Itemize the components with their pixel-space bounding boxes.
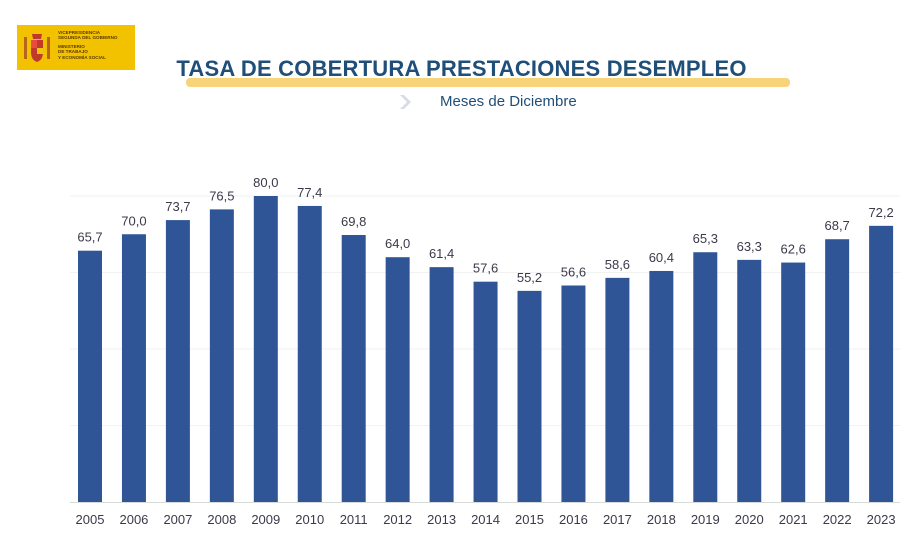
logo-line: DE TRABAJO xyxy=(58,49,88,55)
logo-line: VICEPRESIDENCIA xyxy=(58,30,101,35)
x-tick-label: 2009 xyxy=(251,512,280,527)
chevron-right-icon xyxy=(400,95,411,109)
bar-2019 xyxy=(693,252,718,502)
x-tick-label: 2011 xyxy=(340,512,368,527)
data-label: 70,0 xyxy=(121,213,146,228)
bar-2022 xyxy=(825,239,850,502)
data-label: 56,6 xyxy=(561,265,586,280)
x-tick-label: 2015 xyxy=(515,512,544,527)
x-tick-label: 2014 xyxy=(471,512,500,527)
bar-2018 xyxy=(649,270,674,502)
data-label: 80,0 xyxy=(253,175,278,190)
bar-2008 xyxy=(209,209,234,502)
bar-2023 xyxy=(869,225,894,502)
logo-line: SEGUNDA DEL GOBIERNO xyxy=(58,35,118,41)
x-tick-label: 2020 xyxy=(735,512,764,527)
data-label: 69,8 xyxy=(341,214,366,229)
bar-2020 xyxy=(737,259,762,502)
bar-2011 xyxy=(341,235,366,502)
bar-2006 xyxy=(121,234,146,502)
government-logo: VICEPRESIDENCIA SEGUNDA DEL GOBIERNO MIN… xyxy=(17,25,135,70)
data-label: 68,7 xyxy=(824,218,849,233)
x-tick-label: 2018 xyxy=(647,512,676,527)
x-tick-label: 2005 xyxy=(76,512,105,527)
x-tick-label: 2022 xyxy=(823,512,852,527)
data-label: 60,4 xyxy=(649,250,674,265)
bar-2015 xyxy=(517,290,542,502)
x-tick-label: 2008 xyxy=(207,512,236,527)
bar-2017 xyxy=(605,277,630,502)
bar-2010 xyxy=(297,205,322,502)
bar-2012 xyxy=(385,257,410,502)
x-tick-label: 2021 xyxy=(779,512,808,527)
bar-2014 xyxy=(473,281,498,502)
bar-2009 xyxy=(253,196,278,502)
data-label: 61,4 xyxy=(429,246,454,261)
chart-subtitle: Meses de Diciembre xyxy=(440,93,577,110)
data-label: 76,5 xyxy=(209,188,234,203)
x-tick-label: 2017 xyxy=(603,512,632,527)
x-tick-label: 2007 xyxy=(163,512,192,527)
x-tick-label: 2016 xyxy=(559,512,588,527)
bar-2007 xyxy=(165,220,190,502)
x-tick-label: 2019 xyxy=(691,512,720,527)
data-label: 57,6 xyxy=(473,261,498,276)
data-label: 65,3 xyxy=(693,231,718,246)
logo-line: MINISTERIO xyxy=(58,43,85,49)
x-tick-label: 2012 xyxy=(383,512,412,527)
bar-2021 xyxy=(781,262,806,502)
coat-of-arms-icon xyxy=(24,34,50,62)
bar-2016 xyxy=(561,285,586,502)
logo-line: Y ECONOMÍA SOCIAL xyxy=(58,54,106,60)
x-tick-label: 2010 xyxy=(295,512,324,527)
data-label: 72,2 xyxy=(868,205,893,220)
bar-2005 xyxy=(78,250,102,502)
data-label: 55,2 xyxy=(517,270,542,285)
data-label: 64,0 xyxy=(385,236,410,251)
chart-title: TASA DE COBERTURA PRESTACIONES DESEMPLEO xyxy=(176,56,747,81)
data-label: 73,7 xyxy=(165,199,190,214)
bar-2013 xyxy=(429,267,454,502)
x-tick-label: 2023 xyxy=(867,512,896,527)
data-label: 62,6 xyxy=(781,242,806,257)
title-underline xyxy=(186,78,790,87)
data-label: 63,3 xyxy=(737,239,762,254)
x-tick-label: 2013 xyxy=(427,512,456,527)
x-tick-label: 2006 xyxy=(119,512,148,527)
data-label: 58,6 xyxy=(605,257,630,272)
data-label: 77,4 xyxy=(297,185,322,200)
data-label: 65,7 xyxy=(77,230,102,245)
